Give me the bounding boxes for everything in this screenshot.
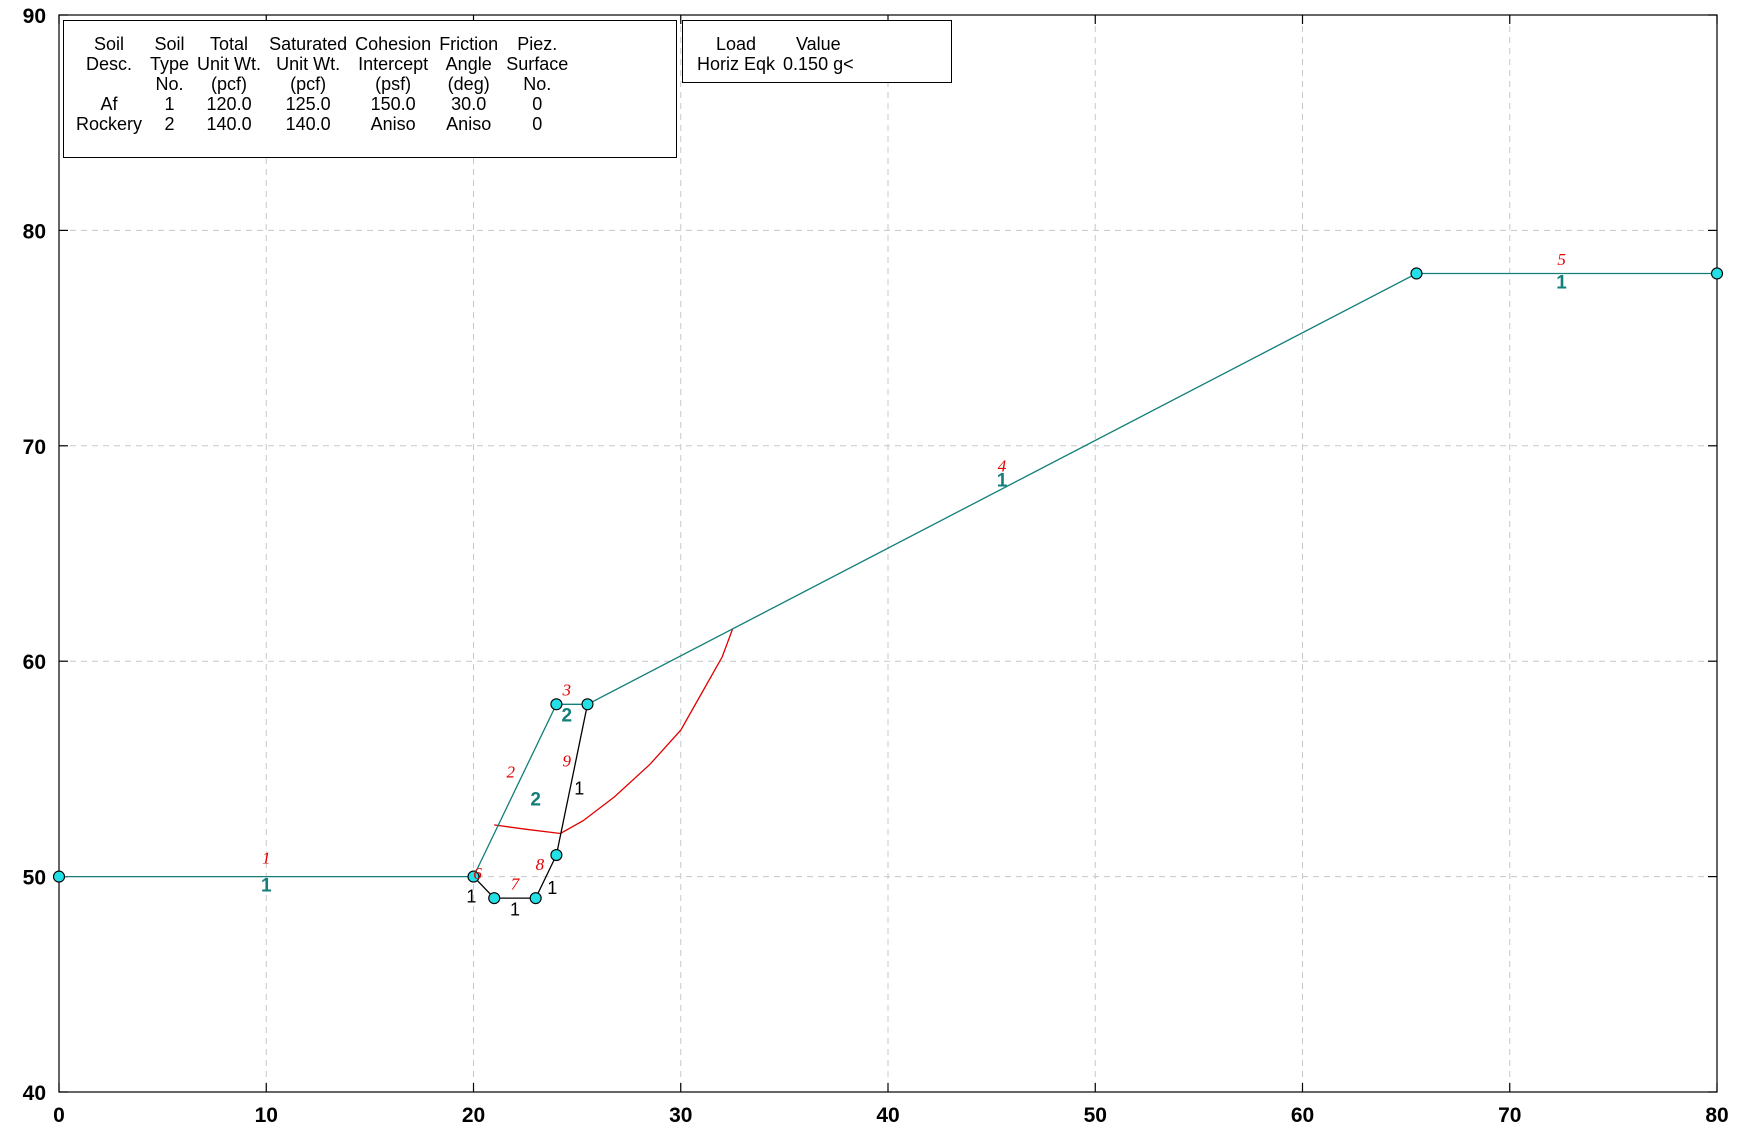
legend-cell: 120.0: [206, 94, 252, 114]
segment-number-label: 7: [511, 875, 521, 894]
legend-cell: 150.0: [370, 94, 416, 114]
segment-number-label: 2: [507, 763, 516, 782]
y-tick-label: 80: [23, 220, 46, 243]
soil-type-label: 1: [574, 779, 584, 799]
x-tick-label: 80: [1705, 1104, 1728, 1127]
profile-node: [488, 892, 501, 905]
legend-cell: Load: [715, 34, 757, 54]
soil-type-label: 1: [261, 876, 272, 897]
profile-node: [550, 698, 563, 711]
legend-cell: 2: [164, 114, 175, 134]
x-tick-label: 20: [462, 1104, 485, 1127]
segment-number-label: 4: [998, 457, 1007, 476]
profile-node: [467, 870, 480, 883]
legend-cell: Cohesion: [355, 34, 432, 54]
profile-node: [529, 892, 542, 905]
profile-nodes: [52, 267, 1724, 905]
critical-failure-surface: [494, 628, 734, 835]
legend-cell: [72, 74, 146, 94]
legend-row: Desc. Type Unit Wt. Unit Wt. Intercept Angle S…: [72, 54, 572, 74]
gridlines: [59, 15, 1717, 1092]
segment-number-label: 5: [1557, 250, 1566, 269]
x-tick-label: 10: [255, 1104, 278, 1127]
y-tick-label: 90: [23, 5, 46, 28]
x-tick-label: 70: [1498, 1104, 1521, 1127]
soil-properties-table: Soil Soil Total Saturated Cohesion Friction Pi…: [72, 34, 572, 134]
x-tick-label: 30: [669, 1104, 692, 1127]
legend-row: Soil Soil Total Saturated Cohesion Friction Pi…: [72, 34, 572, 54]
legend-cell: Intercept: [358, 54, 429, 74]
x-tick-label: 0: [53, 1104, 65, 1127]
legend-cell: Aniso: [370, 114, 416, 134]
legend-cell: (pcf): [290, 74, 327, 94]
soil-type-label: 2: [561, 706, 572, 727]
legend-cell: Total: [210, 34, 249, 54]
legend-row: Horiz Eqk 0.150 g<: [693, 54, 858, 74]
y-tick-label: 40: [23, 1082, 46, 1105]
legend-cell: Aniso: [446, 114, 492, 134]
legend-row: Af 1 120.0 125.0 150.0 30.0 0: [72, 94, 572, 114]
legend-cell: (deg): [447, 74, 490, 94]
legend-cell: (pcf): [211, 74, 248, 94]
load-legend: Load Value Horiz Eqk 0.150 g<: [682, 20, 952, 83]
segment-number-label: 3: [562, 681, 572, 700]
legend-cell: 140.0: [285, 114, 331, 134]
y-tick-label: 60: [23, 651, 46, 674]
legend-cell: Saturated: [269, 34, 348, 54]
soil-type-label: 2: [530, 790, 541, 811]
profile-node: [1710, 267, 1724, 280]
soil-type-label: 1: [547, 878, 557, 898]
x-tick-label: 50: [1084, 1104, 1107, 1127]
legend-row: Rockery 2 140.0 140.0 Aniso Aniso 0: [72, 114, 572, 134]
segment-number-label: 6: [473, 864, 482, 883]
profile-node: [1410, 267, 1423, 280]
legend-cell: Desc.: [86, 54, 133, 74]
segment-number-label: 8: [536, 855, 545, 874]
profile-node: [52, 870, 66, 883]
legend-row: Load Value: [693, 34, 858, 54]
legend-row: No. (pcf) (pcf) (psf) (deg) No.: [72, 74, 572, 94]
legend-cell: Type: [150, 54, 190, 74]
legend-cell: Surface: [506, 54, 569, 74]
legend-cell: Af: [100, 94, 118, 114]
y-tick-label: 50: [23, 867, 46, 890]
x-tick-label: 40: [876, 1104, 899, 1127]
soil-type-label: 1: [997, 471, 1008, 492]
legend-cell: Rockery: [76, 114, 143, 134]
legend-cell: Horiz Eqk: [697, 54, 776, 74]
legend-cell: 0: [532, 94, 543, 114]
legend-cell: Unit Wt.: [276, 54, 341, 74]
legend-cell: 0: [532, 114, 543, 134]
legend-cell: 140.0: [206, 114, 252, 134]
segment-number-label: 9: [563, 752, 572, 771]
legend-cell: Soil: [94, 34, 125, 54]
legend-cell: Piez.: [517, 34, 558, 54]
ground-surface-line: [59, 272, 1717, 878]
legend-cell: Angle: [445, 54, 492, 74]
load-table: Load Value Horiz Eqk 0.150 g<: [693, 34, 858, 74]
profile-node: [581, 698, 594, 711]
y-tick-label: 70: [23, 436, 46, 459]
soil-properties-legend: Soil Soil Total Saturated Cohesion Friction Pi…: [63, 20, 677, 158]
legend-cell: 125.0: [285, 94, 331, 114]
legend-cell: No.: [523, 74, 552, 94]
legend-cell: Friction: [439, 34, 499, 54]
soil-type-label: 1: [1556, 273, 1567, 294]
soil-type-label: 1: [466, 886, 476, 906]
soil-type-label: 1: [510, 899, 520, 919]
legend-cell: No.: [155, 74, 184, 94]
profile-node: [550, 849, 563, 862]
legend-cell: Value: [795, 34, 841, 54]
legend-cell: 0.150 g<: [783, 54, 854, 74]
legend-cell: 30.0: [451, 94, 487, 114]
segment-number-label: 1: [262, 849, 271, 868]
legend-cell: Unit Wt.: [197, 54, 262, 74]
legend-cell: Soil: [154, 34, 185, 54]
legend-cell: 1: [164, 94, 175, 114]
legend-cell: (psf): [375, 74, 412, 94]
x-tick-label: 60: [1291, 1104, 1314, 1127]
